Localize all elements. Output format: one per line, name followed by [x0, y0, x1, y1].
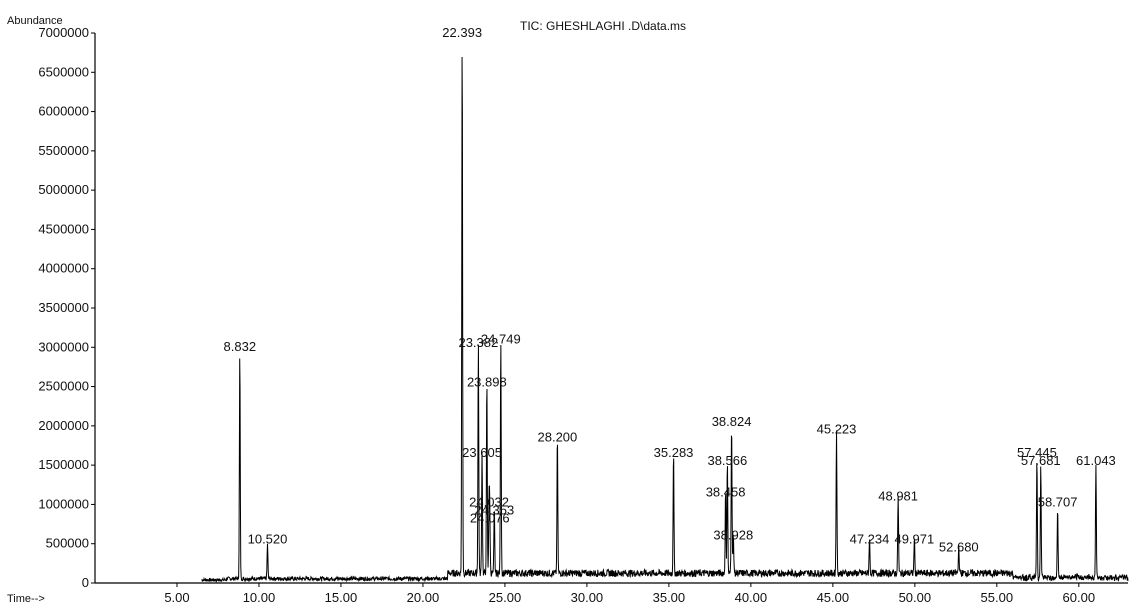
peak-label: 22.393 — [442, 25, 482, 40]
y-tick-label: 2500000 — [38, 379, 89, 394]
peak-label: 38.824 — [712, 414, 752, 429]
y-tick-label: 5500000 — [38, 143, 89, 158]
peak-label: 61.043 — [1076, 453, 1116, 468]
peak-label: 52.680 — [939, 540, 979, 555]
y-tick-label: 5000000 — [38, 182, 89, 197]
x-tick-label: 20.00 — [407, 590, 440, 605]
peak-label: 38.928 — [713, 528, 753, 543]
peak-label: 24.749 — [481, 331, 521, 346]
peak-label: 49.971 — [894, 532, 934, 547]
axes: 0 500000 1000000 1500000 2000000 2500000 30000… — [38, 25, 1128, 605]
y-tick-label: 6500000 — [38, 64, 89, 79]
x-tick-label: 15.00 — [325, 590, 358, 605]
peak-label: 8.832 — [224, 339, 257, 354]
y-tick-label: 6000000 — [38, 104, 89, 119]
peak-label: 38.458 — [706, 485, 746, 500]
tic-line — [201, 57, 1129, 584]
peak-label: 23.382 — [458, 335, 498, 350]
peak-label: 23.898 — [467, 375, 507, 390]
x-tick-label: 40.00 — [735, 590, 768, 605]
y-tick-label: 1000000 — [38, 496, 89, 511]
tic-trace — [201, 57, 1129, 584]
y-tick-label: 3500000 — [38, 300, 89, 315]
x-tick-label: 45.00 — [817, 590, 850, 605]
y-tick-label: 0 — [82, 575, 89, 590]
peak-label: 28.200 — [538, 430, 578, 445]
x-tick-label: 25.00 — [489, 590, 522, 605]
x-tick-label: 50.00 — [899, 590, 932, 605]
y-axis-label: Abundance — [7, 15, 63, 27]
x-tick-label: 10.00 — [243, 590, 276, 605]
x-tick-label: 30.00 — [571, 590, 604, 605]
y-tick-label: 2000000 — [38, 418, 89, 433]
x-axis-label: Time--> — [7, 593, 45, 605]
peak-label: 24.076 — [470, 510, 510, 525]
x-tick-label: 5.00 — [164, 590, 189, 605]
chart-title: TIC: GHESHLAGHI .D\data.ms — [520, 19, 686, 33]
y-tick-label: 500000 — [46, 536, 89, 551]
peak-label: 58.707 — [1038, 495, 1078, 510]
peak-label: 48.981 — [878, 488, 918, 503]
peak-label: 47.234 — [850, 532, 890, 547]
x-tick-label: 55.00 — [981, 590, 1014, 605]
y-tick-label: 3000000 — [38, 339, 89, 354]
peak-label: 24.032 — [469, 495, 509, 510]
peak-label: 24.353 — [474, 503, 514, 518]
peak-label: 45.223 — [817, 422, 857, 437]
peak-label: 10.520 — [248, 532, 288, 547]
x-tick-label: 60.00 — [1063, 590, 1096, 605]
y-tick-label: 7000000 — [38, 25, 89, 40]
peak-label: 57.445 — [1017, 445, 1057, 460]
y-tick-label: 1500000 — [38, 457, 89, 472]
peak-label: 23.605 — [462, 445, 502, 460]
peak-label: 35.283 — [654, 445, 694, 460]
peak-label: 57.681 — [1021, 453, 1061, 468]
y-tick-label: 4500000 — [38, 221, 89, 236]
x-tick-label: 35.00 — [653, 590, 686, 605]
y-tick-label: 4000000 — [38, 261, 89, 276]
peak-label: 38.566 — [707, 453, 747, 468]
